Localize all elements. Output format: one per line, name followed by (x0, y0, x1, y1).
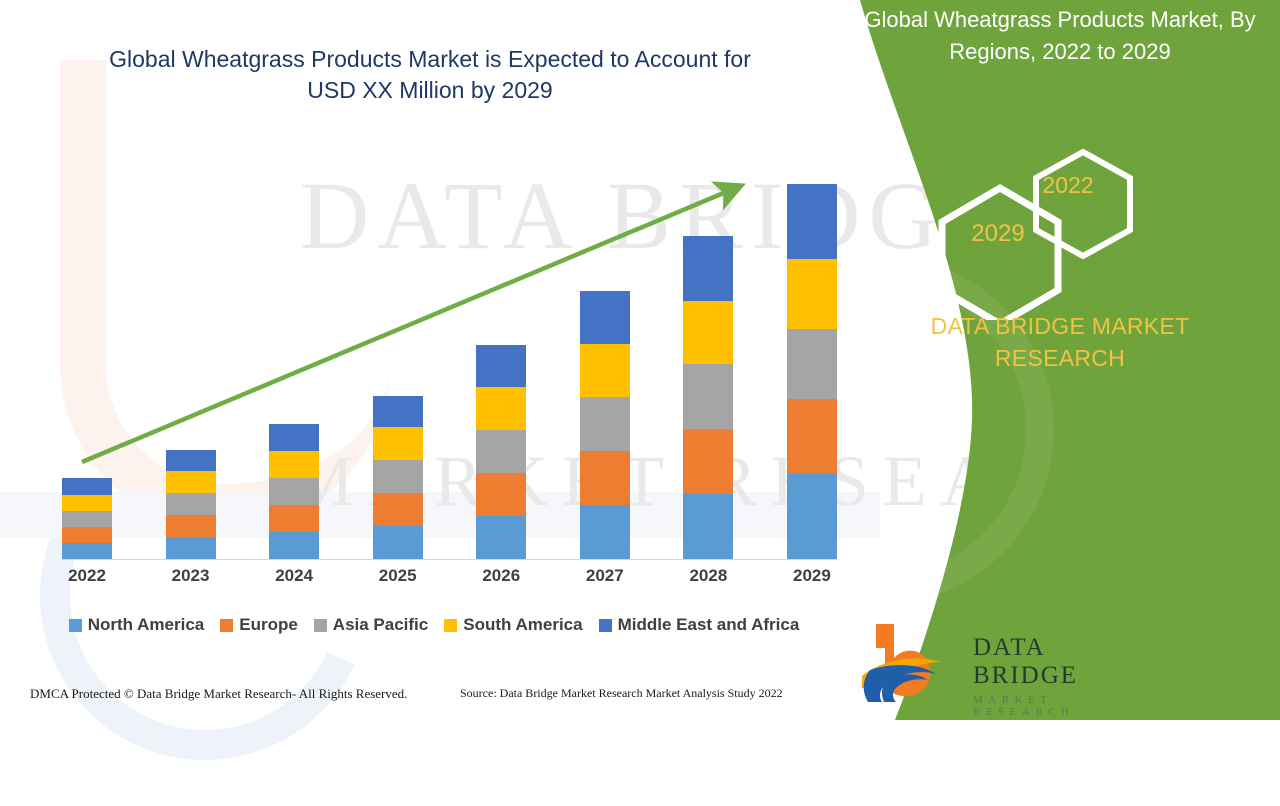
bar-segment (269, 505, 320, 532)
bar-segment (683, 429, 734, 494)
hexagon-badges (938, 148, 1133, 320)
bar-segment (165, 450, 216, 471)
hexagon-2029-icon (938, 183, 1062, 320)
legend-item[interactable]: Asia Pacific (313, 615, 429, 635)
bar-segment (372, 427, 423, 460)
logo-name: DATA BRIDGE (973, 634, 1079, 689)
legend-label: Asia Pacific (332, 615, 429, 634)
legend-item[interactable]: South America (444, 615, 583, 635)
bar-segment (476, 473, 527, 516)
legend-item[interactable]: Middle East and Africa (598, 615, 800, 635)
legend-item[interactable]: Europe (220, 615, 298, 635)
bar-segment (165, 471, 216, 493)
logo-tagline: MARKET RESEARCH (973, 694, 1075, 718)
bar-segment (62, 543, 112, 559)
legend-label: North America (87, 615, 205, 634)
side-panel: Global Wheatgrass Products Market, By Re… (840, 0, 1280, 720)
bar-segment (269, 424, 320, 451)
bar-segment (786, 259, 837, 329)
bar-segment (269, 451, 320, 478)
x-axis-label-2028: 2028 (689, 566, 728, 585)
bar-segment (62, 478, 112, 495)
bar-segment (372, 460, 423, 493)
hexagon-2022-label: 2022 (1042, 172, 1094, 198)
bar-segment (62, 527, 112, 543)
chart-plot-area (40, 170, 837, 560)
x-axis-label-2025: 2025 (378, 566, 417, 585)
legend-swatch-icon (313, 618, 327, 632)
bar-segment (579, 505, 630, 559)
x-axis-label-2026: 2026 (482, 566, 521, 585)
x-axis-line (62, 559, 837, 560)
hexagon-2022-icon (1033, 148, 1133, 260)
bar-segment (476, 387, 527, 430)
bar-segment (579, 291, 630, 344)
bar-2026 (476, 345, 527, 559)
legend-label: Europe (239, 615, 298, 634)
bar-segment (165, 493, 216, 515)
bar-segment (372, 493, 423, 526)
chart-legend: North America Europe Asia Pacific South Ame… (0, 615, 868, 635)
bar-segment (683, 494, 734, 559)
hexagon-2029-label: 2029 (971, 220, 1025, 247)
brand-text: DATA BRIDGE MARKET RESEARCH (860, 310, 1260, 374)
legend-label: Middle East and Africa (617, 615, 800, 634)
x-axis-label-2022: 2022 (68, 566, 106, 585)
bar-segment (372, 396, 423, 427)
chart-title: Global Wheatgrass Products Market is Exp… (109, 46, 751, 104)
logo-mark-icon (862, 624, 942, 702)
footer-source: Source: Data Bridge Market Research Mark… (460, 686, 783, 700)
bar-segment (683, 364, 734, 429)
bar-2023 (165, 450, 216, 559)
bar-segment (683, 301, 734, 364)
x-axis-labels: 2022 2023 2024 2025 2026 2027 2028 2029 (62, 566, 837, 586)
bar-2028 (683, 236, 734, 559)
brand-line-1: DATA BRIDGE MARKET (930, 313, 1190, 339)
bar-segment (786, 399, 837, 474)
legend-item[interactable]: North America (68, 615, 205, 635)
legend-swatch-icon (444, 618, 458, 632)
bar-segment (476, 516, 527, 559)
bar-segment (476, 345, 527, 387)
side-panel-title: Global Wheatgrass Products Market, By Re… (864, 7, 1256, 64)
bar-segment (786, 474, 837, 559)
bar-2025 (372, 396, 423, 559)
bar-segment (683, 236, 734, 301)
legend-swatch-icon (68, 618, 82, 632)
x-axis-label-2027: 2027 (585, 566, 624, 585)
x-axis-label-2029: 2029 (793, 566, 831, 585)
bar-segment (786, 184, 837, 259)
growth-arrow-icon (81, 181, 746, 465)
bar-segment (269, 478, 320, 505)
logo-wordmark: DATA BRIDGE MARKET RESEARCH (973, 634, 1108, 718)
bar-segment (579, 451, 630, 505)
data-bridge-logo: DATA BRIDGE MARKET RESEARCH (858, 618, 1108, 718)
bar-segment (165, 537, 216, 559)
bar-group (62, 171, 837, 559)
bar-2027 (579, 291, 630, 559)
bar-segment (372, 526, 423, 559)
footer-copyright: DMCA Protected © Data Bridge Market Rese… (30, 686, 408, 701)
bar-segment (579, 397, 630, 451)
bar-segment (62, 495, 112, 511)
brand-line-2: RESEARCH (994, 345, 1126, 372)
x-axis-label-2023: 2023 (171, 566, 210, 585)
bar-segment (786, 329, 837, 399)
bar-segment (476, 430, 527, 473)
bar-2024 (269, 424, 320, 559)
legend-swatch-icon (220, 618, 234, 632)
bar-segment (269, 532, 320, 559)
bar-2022 (62, 478, 112, 559)
bar-2029 (786, 184, 837, 559)
bar-segment (165, 515, 216, 537)
bar-segment (62, 511, 112, 527)
side-panel-shape (840, 0, 1280, 720)
legend-swatch-icon (598, 618, 612, 632)
x-axis-label-2024: 2024 (275, 566, 314, 585)
legend-label: South America (463, 615, 583, 634)
bar-segment (579, 344, 630, 397)
